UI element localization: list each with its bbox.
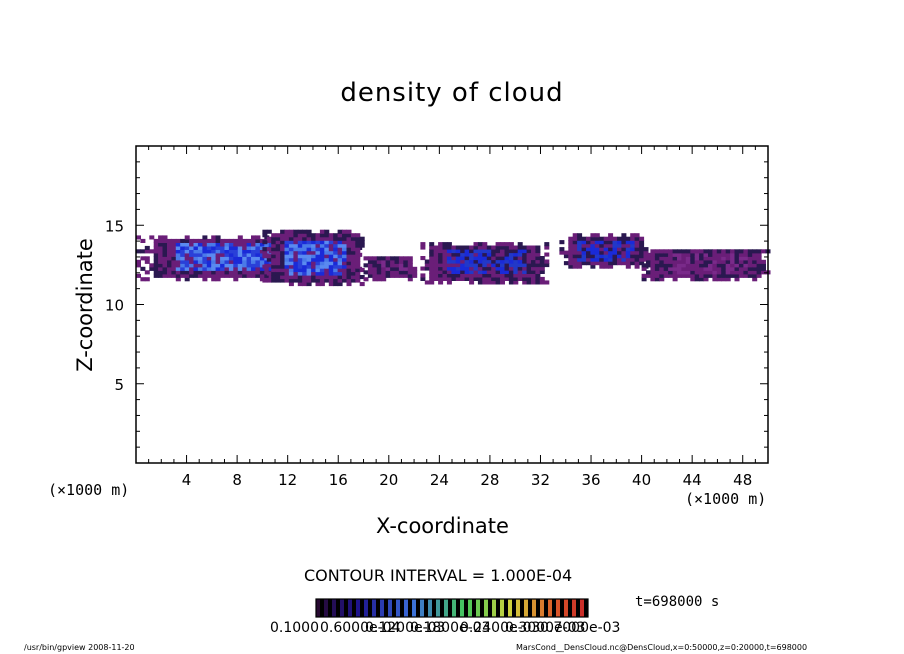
colorbar [315,598,589,618]
x-unit-left: (×1000 m) [48,481,130,499]
x-unit-right: (×1000 m) [685,490,767,508]
footer-right: MarsCond__DensCloud.nc@DensCloud,x=0:500… [516,643,808,652]
cloud-region-5 [641,249,771,282]
x-tick-label-4: 20 [379,471,398,489]
x-tick-label-0: 4 [182,471,192,489]
time-label: t=698000 s [635,594,720,610]
x-tick-label-10: 44 [683,471,702,489]
cloud-region-2 [363,256,418,282]
colorbar-label-0: 0.1000 [270,620,319,636]
plot-frame [135,145,769,464]
chart-title: density of cloud [340,78,564,108]
x-tick-label-2: 12 [278,471,297,489]
y-axis-label: Z-coordinate [73,238,97,372]
x-tick-label-1: 8 [232,471,242,489]
colorbar-label-4: 0.2400e-03 [460,620,541,636]
colorbar-label-5: 0.3000e-03 [505,620,586,636]
cloud-region-3 [420,242,550,285]
contour-interval: CONTOUR INTERVAL = 1.000E-04 [304,566,573,585]
colorbar-label-6: 0.7000e-03 [540,620,621,636]
y-tick-label-0: 5 [114,376,124,394]
y-tick-label-1: 10 [105,297,124,315]
x-tick-label-7: 32 [531,471,550,489]
cloud-region-1 [262,229,365,287]
x-tick-label-3: 16 [329,471,348,489]
x-tick-label-6: 28 [480,471,499,489]
footer-left: /usr/bin/gpview 2008-11-20 [24,643,135,652]
cloud-density-field [136,229,771,287]
cloud-region-4 [559,233,649,269]
colorbar-label-2: 0.1200e-03 [365,620,446,636]
colorbar-labels: 0.1000 0.6000e-04 0.1200e-03 0.1800e-03 0.24… [270,620,640,640]
x-tick-label-11: 48 [733,471,752,489]
x-tick-label-5: 24 [430,471,449,489]
x-axis-label: X-coordinate [376,514,509,538]
colorbar-label-1: 0.6000e-04 [320,620,401,636]
x-tick-label-9: 40 [632,471,651,489]
x-tick-label-8: 36 [581,471,600,489]
colorbar-label-3: 0.1800e-03 [410,620,491,636]
y-tick-label-2: 15 [105,217,124,235]
